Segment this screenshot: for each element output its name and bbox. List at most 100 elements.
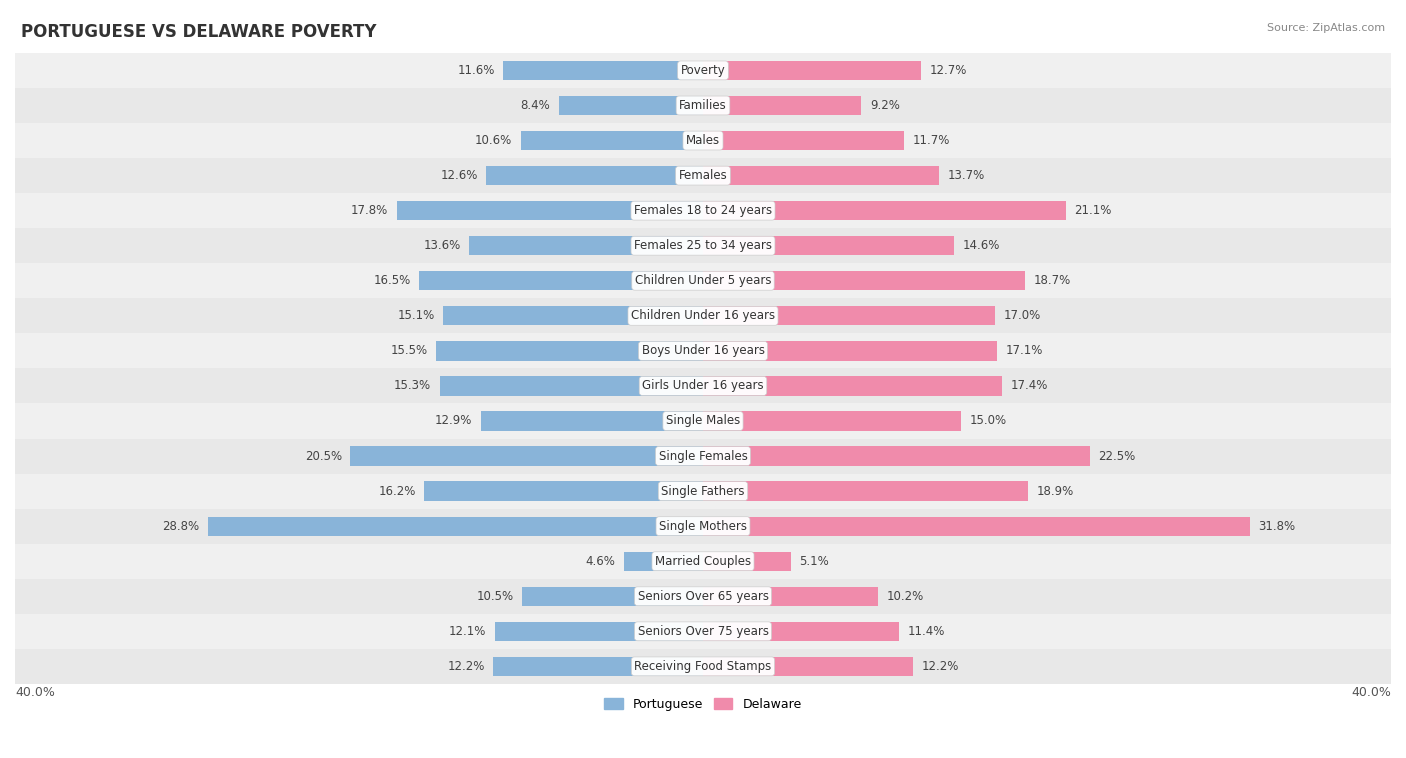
Bar — [15, 53, 1391, 88]
Text: 16.5%: 16.5% — [374, 274, 411, 287]
Bar — [208, 516, 703, 536]
Bar — [440, 376, 703, 396]
Bar — [425, 481, 703, 501]
Text: 11.6%: 11.6% — [457, 64, 495, 77]
Bar — [15, 649, 1391, 684]
Text: Seniors Over 75 years: Seniors Over 75 years — [637, 625, 769, 637]
Bar — [523, 587, 703, 606]
Bar — [15, 228, 1391, 263]
Text: Females: Females — [679, 169, 727, 182]
Text: 21.1%: 21.1% — [1074, 204, 1112, 217]
Bar — [703, 131, 904, 150]
Text: 40.0%: 40.0% — [1351, 686, 1391, 699]
Text: 11.4%: 11.4% — [908, 625, 945, 637]
Text: Families: Families — [679, 99, 727, 112]
Text: PORTUGUESE VS DELAWARE POVERTY: PORTUGUESE VS DELAWARE POVERTY — [21, 23, 377, 41]
Bar — [495, 622, 703, 641]
Bar — [470, 236, 703, 255]
Text: Married Couples: Married Couples — [655, 555, 751, 568]
Bar — [443, 306, 703, 325]
Text: Girls Under 16 years: Girls Under 16 years — [643, 380, 763, 393]
Text: Males: Males — [686, 134, 720, 147]
Text: Females 25 to 34 years: Females 25 to 34 years — [634, 240, 772, 252]
Text: 10.6%: 10.6% — [475, 134, 512, 147]
Text: Poverty: Poverty — [681, 64, 725, 77]
Bar — [703, 516, 1250, 536]
Bar — [15, 193, 1391, 228]
Text: 20.5%: 20.5% — [305, 449, 342, 462]
Bar — [436, 341, 703, 361]
Bar — [494, 656, 703, 676]
Text: 14.6%: 14.6% — [963, 240, 1000, 252]
Bar — [15, 158, 1391, 193]
Text: Boys Under 16 years: Boys Under 16 years — [641, 344, 765, 357]
Text: 40.0%: 40.0% — [15, 686, 55, 699]
Bar — [520, 131, 703, 150]
Bar — [503, 61, 703, 80]
Text: Receiving Food Stamps: Receiving Food Stamps — [634, 660, 772, 673]
Text: Single Fathers: Single Fathers — [661, 484, 745, 497]
Text: 12.9%: 12.9% — [434, 415, 472, 428]
Bar — [15, 368, 1391, 403]
Bar — [15, 403, 1391, 439]
Bar — [15, 579, 1391, 614]
Bar — [703, 376, 1002, 396]
Text: 28.8%: 28.8% — [162, 520, 200, 533]
Text: 11.7%: 11.7% — [912, 134, 950, 147]
Text: 15.5%: 15.5% — [391, 344, 427, 357]
Bar — [396, 201, 703, 221]
Bar — [703, 587, 879, 606]
Bar — [558, 96, 703, 115]
Text: Source: ZipAtlas.com: Source: ZipAtlas.com — [1267, 23, 1385, 33]
Bar — [15, 509, 1391, 543]
Text: 12.7%: 12.7% — [929, 64, 967, 77]
Text: 16.2%: 16.2% — [378, 484, 416, 497]
Bar — [703, 622, 898, 641]
Text: Single Females: Single Females — [658, 449, 748, 462]
Text: 17.0%: 17.0% — [1004, 309, 1042, 322]
Bar — [15, 543, 1391, 579]
Legend: Portuguese, Delaware: Portuguese, Delaware — [599, 693, 807, 716]
Text: 13.6%: 13.6% — [423, 240, 461, 252]
Text: 12.1%: 12.1% — [449, 625, 486, 637]
Text: Children Under 5 years: Children Under 5 years — [634, 274, 772, 287]
Bar — [15, 439, 1391, 474]
Bar — [15, 123, 1391, 158]
Bar — [350, 446, 703, 465]
Bar — [703, 236, 955, 255]
Text: 12.2%: 12.2% — [447, 660, 485, 673]
Text: 10.5%: 10.5% — [477, 590, 513, 603]
Bar — [703, 481, 1028, 501]
Text: 12.6%: 12.6% — [440, 169, 478, 182]
Bar — [486, 166, 703, 185]
Bar — [703, 201, 1066, 221]
Text: 18.7%: 18.7% — [1033, 274, 1070, 287]
Text: Females 18 to 24 years: Females 18 to 24 years — [634, 204, 772, 217]
Bar — [15, 263, 1391, 299]
Bar — [703, 61, 921, 80]
Bar — [481, 412, 703, 431]
Bar — [703, 412, 960, 431]
Text: 5.1%: 5.1% — [800, 555, 830, 568]
Text: 13.7%: 13.7% — [948, 169, 984, 182]
Bar — [703, 271, 1025, 290]
Bar — [703, 446, 1090, 465]
Text: 15.0%: 15.0% — [970, 415, 1007, 428]
Text: 15.1%: 15.1% — [398, 309, 434, 322]
Text: Seniors Over 65 years: Seniors Over 65 years — [637, 590, 769, 603]
Text: 18.9%: 18.9% — [1036, 484, 1074, 497]
Text: 17.4%: 17.4% — [1011, 380, 1049, 393]
Text: 17.1%: 17.1% — [1005, 344, 1043, 357]
Bar — [15, 614, 1391, 649]
Bar — [703, 552, 790, 571]
Text: Children Under 16 years: Children Under 16 years — [631, 309, 775, 322]
Text: 22.5%: 22.5% — [1098, 449, 1136, 462]
Text: 12.2%: 12.2% — [921, 660, 959, 673]
Bar — [703, 656, 912, 676]
Text: 31.8%: 31.8% — [1258, 520, 1296, 533]
Bar — [15, 88, 1391, 123]
Bar — [15, 299, 1391, 334]
Bar — [624, 552, 703, 571]
Bar — [703, 166, 939, 185]
Text: 9.2%: 9.2% — [870, 99, 900, 112]
